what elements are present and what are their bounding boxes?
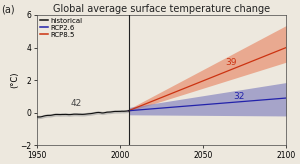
Text: (a): (a) bbox=[2, 5, 15, 15]
Title: Global average surface temperature change: Global average surface temperature chang… bbox=[53, 4, 270, 14]
Text: 39: 39 bbox=[225, 58, 236, 67]
Y-axis label: (°C): (°C) bbox=[10, 72, 19, 88]
Text: 42: 42 bbox=[70, 99, 82, 108]
Text: 32: 32 bbox=[233, 92, 244, 101]
Legend: historical, RCP2.6, RCP8.5: historical, RCP2.6, RCP8.5 bbox=[39, 17, 83, 39]
